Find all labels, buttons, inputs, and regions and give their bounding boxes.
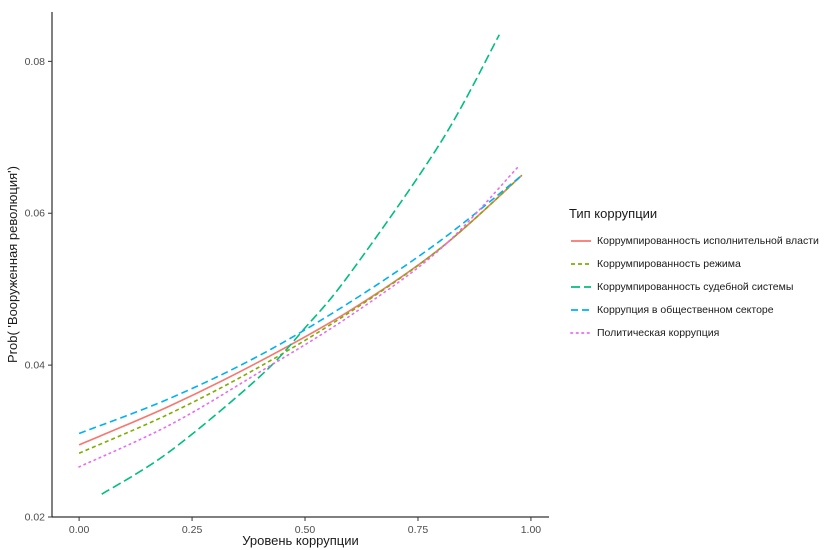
legend-item: Коррумпированность режима [569, 252, 819, 275]
legend-item: Политическая коррупция [569, 321, 819, 344]
legend-item: Коррумпированность исполнительной власти [569, 229, 819, 252]
legend-key-line [571, 262, 591, 265]
x-tick-label: 0.00 [69, 524, 90, 536]
x-tick-label: 0.50 [295, 524, 316, 536]
series-line-5 [78, 166, 519, 468]
legend-label: Политическая коррупция [597, 326, 720, 339]
legend-items: Коррумпированность исполнительной власти… [569, 229, 819, 344]
series-line-2 [78, 174, 523, 454]
y-axis-ticks: 0.02 0.04 0.06 0.08 [25, 56, 52, 524]
legend-key-line [571, 285, 591, 288]
legend-key-line [571, 239, 591, 242]
legend-item: Коррумпированность судебной системы [569, 275, 819, 298]
x-tick-label: 1.00 [521, 524, 542, 536]
legend-key-line [571, 308, 591, 311]
x-tick-label: 0.75 [408, 524, 429, 536]
y-tick-label: 0.02 [25, 512, 46, 524]
y-tick-label: 0.06 [25, 208, 46, 220]
legend-title: Тип коррупции [569, 206, 658, 221]
y-axis-title: Prob( 'Вооруженная революция') [5, 166, 20, 363]
legend-label: Коррумпированность судебной системы [597, 280, 794, 293]
legend-label: Коррупция в общественном секторе [597, 303, 774, 316]
y-tick-label: 0.08 [25, 56, 46, 68]
series-lines [78, 34, 523, 495]
legend-item: Коррупция в общественном секторе [569, 298, 819, 321]
x-tick-label: 0.25 [182, 524, 203, 536]
y-tick-label: 0.04 [25, 360, 46, 372]
series-line-4 [78, 174, 523, 435]
series-line-3 [101, 34, 501, 495]
legend: Тип коррупции Коррумпированность исполни… [569, 206, 819, 344]
series-line-1 [78, 174, 523, 446]
legend-label: Коррумпированность исполнительной власти [597, 234, 819, 247]
x-axis-title: Уровень коррупции [242, 533, 359, 548]
x-axis-ticks: 0.00 0.25 0.50 0.75 1.00 [69, 517, 541, 536]
legend-key-line [570, 331, 592, 334]
legend-label: Коррумпированность режима [597, 257, 741, 270]
